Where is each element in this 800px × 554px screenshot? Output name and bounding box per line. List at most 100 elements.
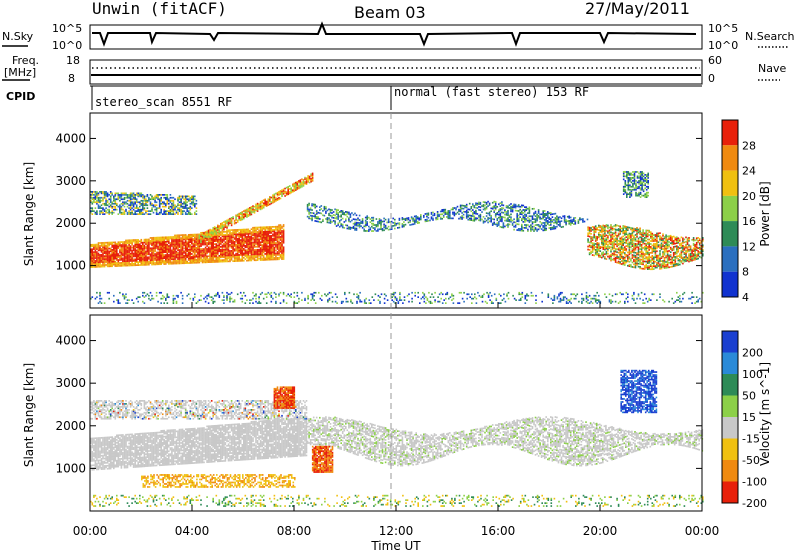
range-cell [210, 233, 213, 236]
range-cell [346, 224, 349, 227]
range-cell [168, 257, 170, 259]
range-cell [137, 256, 139, 259]
range-cell [630, 239, 632, 241]
range-cell [493, 218, 495, 221]
range-cell [103, 202, 106, 205]
range-cell [236, 237, 239, 240]
range-cell [352, 225, 355, 228]
range-cell [171, 213, 173, 215]
range-cell [90, 254, 92, 257]
range-cell [619, 250, 621, 253]
range-cell [604, 226, 606, 229]
range-cell [633, 245, 635, 248]
range-cell [631, 251, 634, 253]
range-cell [210, 256, 213, 259]
range-cell [103, 249, 106, 252]
range-cell [109, 241, 112, 244]
range-cell [114, 244, 117, 247]
range-cell [258, 232, 260, 235]
range-cell [276, 227, 279, 229]
range-cell [331, 209, 333, 211]
range-cell [537, 224, 540, 226]
range-cell [213, 253, 216, 256]
range-cell [406, 217, 408, 220]
range-cell [640, 232, 643, 234]
range-cell [478, 214, 480, 217]
range-cell [536, 213, 538, 216]
range-cell [409, 219, 411, 222]
range-cell [607, 236, 609, 239]
range-cell [427, 212, 430, 215]
range-cell [620, 242, 623, 245]
range-cell [209, 258, 211, 260]
range-cell [315, 220, 318, 223]
range-cell [377, 221, 379, 223]
range-cell [614, 258, 617, 260]
nsearch-tick-bottom: 10^0 [708, 39, 738, 52]
range-cell [493, 206, 495, 209]
range-cell [643, 239, 646, 242]
range-cell [436, 212, 439, 215]
range-cell [230, 251, 233, 254]
range-cell [288, 185, 291, 187]
range-cell [226, 219, 228, 222]
range-cell [533, 213, 535, 216]
range-cell [96, 243, 98, 246]
range-cell [215, 255, 218, 257]
range-cell [292, 185, 294, 187]
range-cell [172, 259, 175, 262]
range-cell [465, 203, 468, 206]
range-cell [591, 251, 594, 253]
range-cell [97, 194, 100, 196]
range-cell [372, 227, 375, 229]
range-cell [169, 252, 172, 255]
range-cell [108, 256, 110, 259]
range-cell [181, 250, 184, 253]
range-cell [352, 218, 355, 220]
range-cell [109, 204, 112, 207]
range-cell [276, 240, 279, 243]
range-cell [611, 226, 614, 228]
range-cell [166, 261, 169, 264]
range-cell [539, 216, 541, 219]
range-cell [213, 243, 216, 245]
range-cell [479, 218, 482, 220]
range-cell [143, 199, 146, 202]
range-cell [146, 258, 149, 260]
range-cell [281, 250, 283, 253]
range-cell [181, 205, 184, 208]
range-cell [253, 234, 256, 236]
range-cell [206, 252, 208, 255]
range-cell [276, 225, 279, 228]
range-cell [106, 194, 109, 196]
range-cell [264, 230, 266, 233]
range-cell [183, 210, 185, 212]
range-cell [212, 240, 214, 243]
range-cell [93, 210, 95, 212]
range-cell [269, 238, 271, 240]
range-cell [366, 221, 368, 223]
range-cell [163, 261, 165, 264]
range-cell [648, 259, 650, 262]
range-cell [108, 250, 110, 253]
range-cell [239, 219, 242, 222]
range-cell [97, 264, 100, 267]
range-cell [113, 257, 115, 260]
range-cell [490, 220, 492, 223]
range-cell [106, 211, 109, 214]
range-cell [619, 247, 621, 250]
range-cell [187, 254, 190, 257]
range-cell [624, 231, 626, 234]
range-cell [646, 250, 649, 253]
range-cell [158, 254, 161, 257]
range-cell [314, 205, 316, 207]
range-cell [223, 221, 225, 223]
range-cell [229, 222, 231, 224]
range-cell [387, 221, 390, 224]
range-cell [123, 196, 126, 199]
range-cell [206, 258, 208, 261]
range-cell [269, 230, 271, 233]
range-cell [426, 218, 428, 221]
range-cell [496, 219, 499, 222]
range-cell [158, 253, 161, 255]
